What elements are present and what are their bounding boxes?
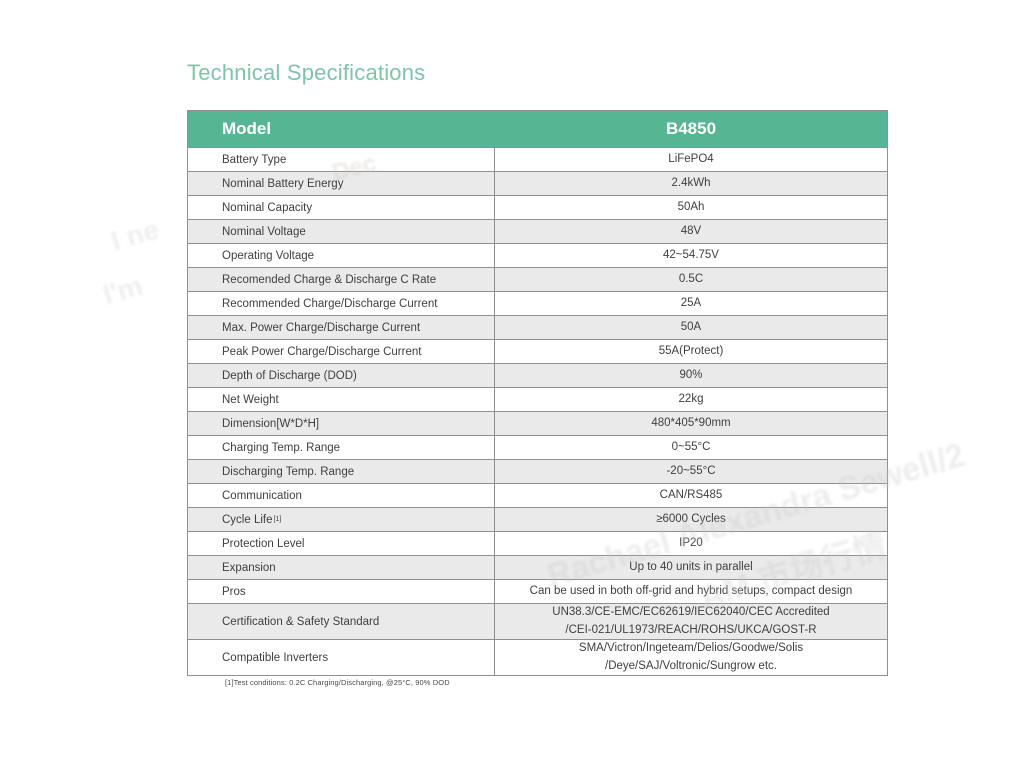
table-row: Nominal Battery Energy 2.4kWh (188, 171, 887, 195)
header-model-value: B4850 (665, 119, 717, 138)
spec-value: 48V (680, 224, 702, 237)
spec-value: Up to 40 units in parallel (629, 560, 753, 573)
spec-label: Nominal Voltage (188, 220, 495, 243)
spec-label: Charging Temp. Range (188, 436, 495, 459)
table-row: Peak Power Charge/Discharge Current 55A(P… (188, 339, 887, 363)
table-row: Battery Type LiFePO4 (188, 147, 887, 171)
table-row: Cycle Life [1] ≥6000 Cycles (188, 507, 887, 531)
spec-value: 25A (680, 296, 702, 309)
table-row: Compatible Inverters SMA/Victron/Ingeteam… (188, 639, 887, 675)
table-row: Charging Temp. Range 0~55°C (188, 435, 887, 459)
watermark-text: I'm (99, 269, 146, 311)
spec-value: 50A (680, 320, 702, 333)
table-row: Expansion Up to 40 units in parallel (188, 555, 887, 579)
spec-label: Recommended Charge/Discharge Current (188, 292, 495, 315)
table-row: Net Weight 22kg (188, 387, 887, 411)
spec-label: Max. Power Charge/Discharge Current (188, 316, 495, 339)
spec-label: Pros (188, 580, 495, 603)
spec-label: Expansion (188, 556, 495, 579)
table-row: Max. Power Charge/Discharge Current 50A (188, 315, 887, 339)
spec-label: Compatible Inverters (188, 640, 495, 675)
table-row: Nominal Voltage 48V (188, 219, 887, 243)
page-title: Technical Specifications (187, 60, 426, 85)
spec-label: Communication (188, 484, 495, 507)
spec-value: UN38.3/CE-EMC/EC62619/IEC62040/CEC Accre… (552, 606, 830, 636)
spec-value: 22kg (678, 392, 704, 405)
spec-value: ≥6000 Cycles (656, 512, 726, 525)
spec-label: Protection Level (188, 532, 495, 555)
spec-label: Dimension[W*D*H] (188, 412, 495, 435)
spec-value: 55A(Protect) (658, 344, 724, 357)
spec-label: Depth of Discharge (DOD) (188, 364, 495, 387)
footnote: [1]Test conditions: 0.2C Charging/Discha… (225, 678, 450, 687)
table-row: Recomended Charge & Discharge C Rate 0.5C (188, 267, 887, 291)
spec-value: 2.4kWh (671, 176, 711, 189)
spec-table-header: Model B4850 (188, 111, 887, 147)
spec-value: CAN/RS485 (659, 488, 723, 501)
spec-label: Operating Voltage (188, 244, 495, 267)
watermark-text: I ne (107, 213, 163, 257)
table-row: Operating Voltage 42~54.75V (188, 243, 887, 267)
spec-value: IP20 (679, 536, 703, 549)
spec-value: 480*405*90mm (651, 416, 731, 429)
spec-value: 0~55°C (671, 440, 711, 453)
spec-label: Certification & Safety Standard (188, 604, 495, 639)
table-row: Recommended Charge/Discharge Current 25A (188, 291, 887, 315)
table-row: Certification & Safety Standard UN38.3/CE… (188, 603, 887, 639)
spec-value: SMA/Victron/Ingeteam/Delios/Goodwe/Solis… (578, 642, 804, 672)
spec-value: 42~54.75V (663, 248, 719, 261)
spec-label: Battery Type (188, 148, 495, 171)
spec-label: Recomended Charge & Discharge C Rate (188, 268, 495, 291)
table-row: Discharging Temp. Range -20~55°C (188, 459, 887, 483)
spec-value: LiFePO4 (668, 152, 714, 165)
spec-label: Nominal Capacity (188, 196, 495, 219)
spec-label: Nominal Battery Energy (188, 172, 495, 195)
table-row: Pros Can be used in both off-grid and hyb… (188, 579, 887, 603)
spec-label: Net Weight (188, 388, 495, 411)
spec-label: Cycle Life [1] (188, 508, 495, 531)
header-model-label: Model (222, 119, 272, 138)
spec-value: -20~55°C (666, 464, 716, 477)
table-row: Dimension[W*D*H] 480*405*90mm (188, 411, 887, 435)
spec-table: Model B4850 Battery Type LiFePO4 Nominal B… (187, 110, 888, 676)
table-row: Protection Level IP20 (188, 531, 887, 555)
table-row: Communication CAN/RS485 (188, 483, 887, 507)
spec-table-body: Battery Type LiFePO4 Nominal Battery Energ… (188, 147, 887, 675)
spec-value: Can be used in both off-grid and hybrid … (529, 584, 853, 597)
table-row: Depth of Discharge (DOD) 90% (188, 363, 887, 387)
spec-value: 50Ah (677, 200, 705, 213)
table-row: Nominal Capacity 50Ah (188, 195, 887, 219)
spec-label: Peak Power Charge/Discharge Current (188, 340, 495, 363)
spec-label: Discharging Temp. Range (188, 460, 495, 483)
spec-value: 90% (679, 368, 703, 381)
spec-value: 0.5C (678, 272, 704, 285)
